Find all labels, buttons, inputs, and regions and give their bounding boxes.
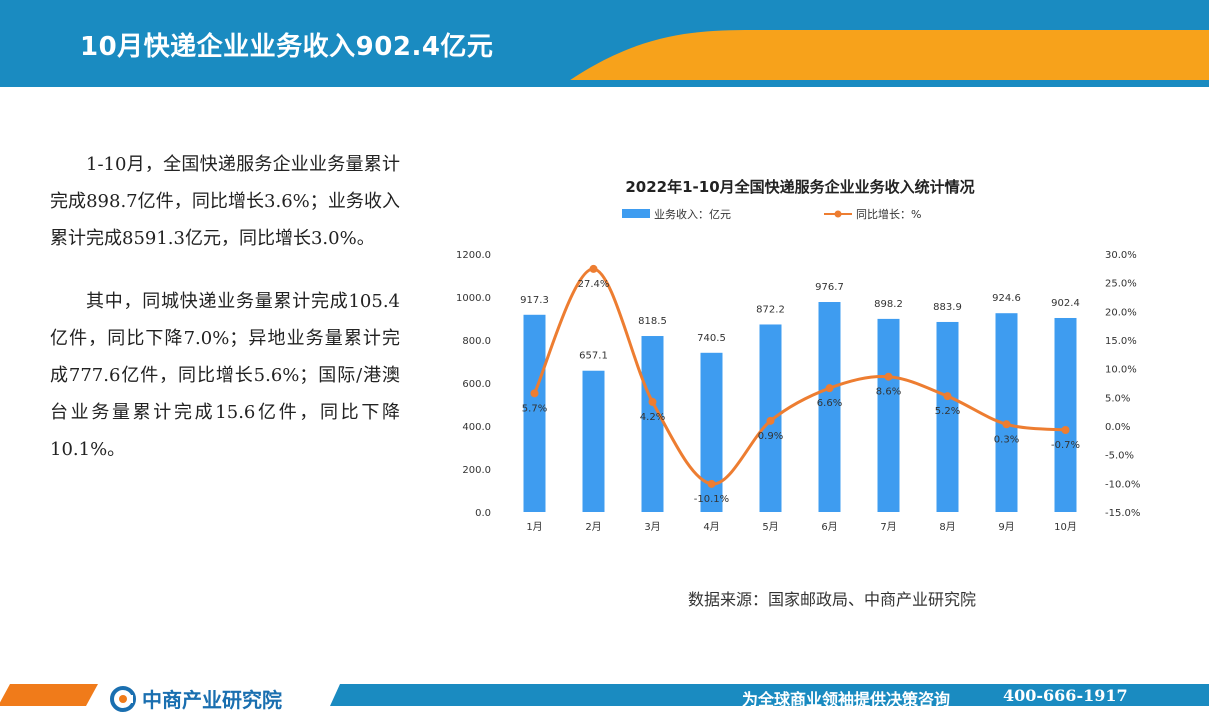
x-tick-label: 10月 (1054, 521, 1077, 533)
y-left-tick-label: 600.0 (462, 379, 491, 390)
header-banner: 10月快递企业业务收入902.4亿元 (0, 0, 1209, 87)
data-source: 数据来源：国家邮政局、中商产业研究院 (688, 590, 977, 609)
y-right-tick-label: 10.0% (1105, 365, 1137, 376)
y-right-tick-label: -15.0% (1105, 508, 1140, 519)
y-left-tick-label: 1000.0 (456, 293, 491, 304)
bar (582, 370, 605, 512)
footer-slogan: 为全球商业领袖提供决策咨询 (742, 690, 951, 709)
growth-value-label: -0.7% (1051, 440, 1080, 451)
legend-label-line: 同比增长：% (856, 207, 921, 221)
bar (1054, 317, 1077, 512)
bar-value-label: 898.2 (874, 299, 903, 310)
growth-marker (1061, 426, 1070, 435)
bar-value-label: 976.7 (815, 282, 844, 293)
legend-marker-line (834, 210, 842, 218)
growth-value-label: 0.3% (994, 434, 1019, 445)
growth-value-label: 8.6% (876, 387, 901, 398)
x-tick-label: 9月 (998, 521, 1014, 533)
y-right-tick-label: 5.0% (1105, 393, 1130, 404)
bar (995, 313, 1018, 512)
bar (700, 352, 723, 512)
bar-value-label: 818.5 (638, 316, 667, 327)
bar-value-label: 924.6 (992, 293, 1021, 304)
growth-value-label: 27.4% (578, 279, 610, 290)
growth-line (533, 267, 1066, 486)
growth-marker (707, 479, 716, 488)
growth-value-label: 5.7% (522, 403, 547, 414)
bar-value-label: 902.4 (1051, 298, 1080, 309)
growth-value-label: 5.2% (935, 406, 960, 417)
company-logo: 中商产业研究院 (110, 684, 282, 713)
x-tick-label: 8月 (939, 521, 955, 533)
y-right-tick-label: 0.0% (1105, 422, 1130, 433)
bar (641, 336, 664, 512)
x-tick-label: 4月 (703, 521, 719, 533)
logo-text: 中商产业研究院 (142, 688, 282, 712)
footer-background (0, 684, 1209, 706)
x-tick-label: 6月 (821, 521, 837, 533)
legend-swatch-bar (622, 209, 650, 218)
x-tick-label: 5月 (762, 521, 778, 533)
page-title: 10月快递企业业务收入902.4亿元 (80, 32, 494, 62)
y-left-tick-label: 200.0 (462, 465, 491, 476)
growth-value-label: -10.1% (694, 494, 729, 505)
footer-bar: 中商产业研究院 为全球商业领袖提供决策咨询 400-666-1917 (0, 680, 1209, 718)
growth-marker (1002, 420, 1011, 429)
y-right-tick-label: 15.0% (1105, 336, 1137, 347)
y-left-tick-label: 400.0 (462, 422, 491, 433)
bar-value-label: 657.1 (579, 351, 608, 362)
bar-value-label: 872.2 (756, 304, 785, 315)
y-right-tick-label: -10.0% (1105, 479, 1140, 490)
bar (936, 321, 959, 512)
chart-container: 2022年1-10月全国快递服务企业业务收入统计情况业务收入：亿元 同比增长：% 0… (440, 170, 1180, 544)
y-right-tick-label: 25.0% (1105, 279, 1137, 290)
y-right-tick-label: 20.0% (1105, 307, 1137, 318)
x-tick-label: 7月 (880, 521, 896, 533)
growth-marker (825, 384, 834, 393)
y-left-tick-label: 800.0 (462, 336, 491, 347)
header-background (0, 0, 1209, 87)
legend-label-bar: 业务收入：亿元 (654, 207, 731, 221)
growth-marker (530, 389, 539, 398)
bar (818, 302, 841, 512)
x-tick-label: 1月 (526, 521, 542, 533)
paragraph-2: 其中，同城快递业务量累计完成105.4亿件，同比下降7.0%；异地业务量累计完成… (50, 291, 400, 460)
logo-icon (110, 685, 136, 712)
body-text: 1-10月，全国快递服务企业业务量累计完成898.7亿件，同比增长3.6%；业务… (50, 146, 400, 494)
growth-marker (766, 416, 775, 425)
growth-marker (648, 397, 657, 406)
y-right-tick-label: -5.0% (1105, 451, 1134, 462)
growth-marker (884, 372, 893, 381)
growth-value-label: 6.6% (817, 398, 842, 409)
y-left-tick-label: 0.0 (475, 508, 491, 519)
growth-value-label: 4.2% (640, 412, 665, 423)
paragraph-1: 1-10月，全国快递服务企业业务量累计完成898.7亿件，同比增长3.6%；业务… (50, 154, 400, 249)
x-tick-label: 2月 (585, 521, 601, 533)
bar-value-label: 917.3 (520, 295, 549, 306)
x-tick-label: 3月 (644, 521, 660, 533)
growth-marker (943, 392, 952, 401)
bar-value-label: 883.9 (933, 302, 962, 313)
y-right-tick-label: 30.0% (1105, 250, 1137, 261)
footer-phone: 400-666-1917 (1003, 686, 1128, 705)
bar (523, 314, 546, 512)
bar-value-label: 740.5 (697, 333, 726, 344)
growth-marker (589, 264, 598, 273)
y-left-tick-label: 1200.0 (456, 250, 491, 261)
bar (877, 318, 900, 512)
growth-value-label: 0.9% (758, 431, 783, 442)
chart-title: 2022年1-10月全国快递服务企业业务收入统计情况 (625, 178, 974, 196)
